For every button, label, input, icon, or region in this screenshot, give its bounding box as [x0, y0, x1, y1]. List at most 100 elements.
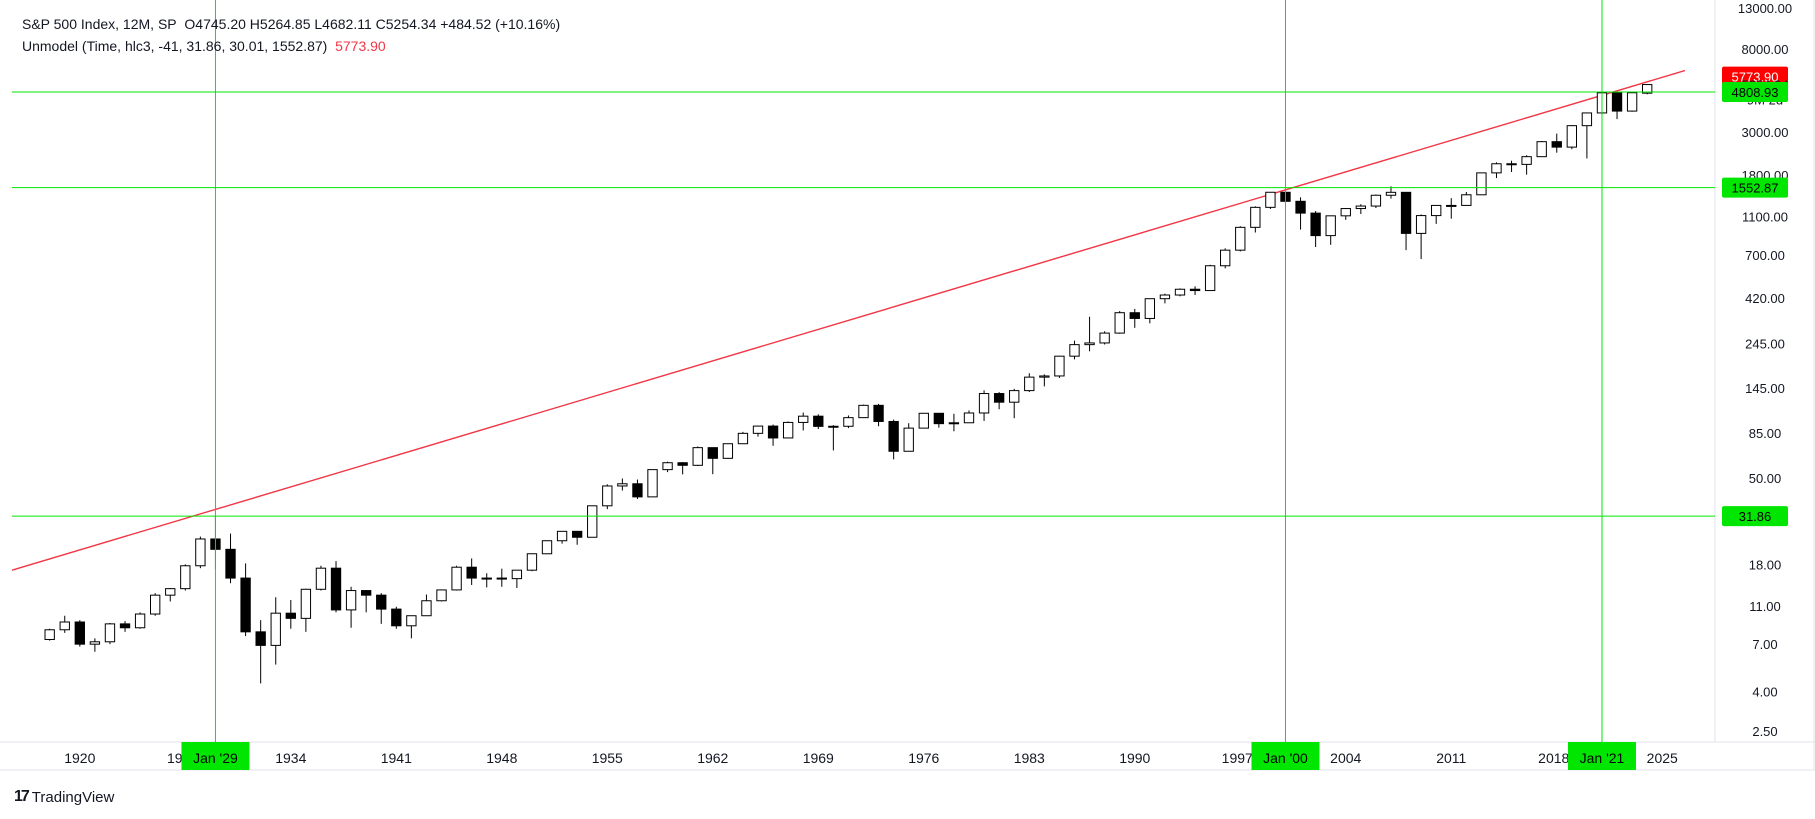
candle[interactable]: [948, 413, 960, 432]
candle[interactable]: [1054, 355, 1065, 378]
candle[interactable]: [858, 404, 869, 419]
candle[interactable]: [1642, 84, 1653, 95]
candle[interactable]: [1024, 373, 1035, 393]
candle[interactable]: [195, 536, 206, 569]
candle[interactable]: [1626, 92, 1638, 112]
candle[interactable]: [1431, 204, 1442, 224]
candle[interactable]: [647, 469, 658, 498]
legend-symbol[interactable]: S&P 500 Index, 12M, SP: [22, 16, 177, 32]
candle[interactable]: [1340, 208, 1351, 220]
candle[interactable]: [255, 620, 266, 684]
candle[interactable]: [978, 390, 990, 421]
candle[interactable]: [421, 594, 432, 617]
candle[interactable]: [1129, 308, 1140, 328]
candle[interactable]: [1235, 226, 1246, 252]
candle[interactable]: [873, 403, 884, 427]
candle[interactable]: [511, 569, 523, 589]
candle[interactable]: [843, 415, 854, 429]
candle[interactable]: [556, 530, 568, 544]
candle[interactable]: [150, 593, 161, 616]
candle[interactable]: [1491, 162, 1502, 179]
candle[interactable]: [1099, 331, 1110, 345]
candle[interactable]: [180, 564, 191, 591]
candle[interactable]: [436, 589, 447, 602]
candle[interactable]: [345, 586, 357, 628]
candle[interactable]: [782, 421, 794, 439]
candle[interactable]: [1039, 374, 1050, 387]
price-badge[interactable]: 4808.93: [1722, 82, 1788, 103]
candle[interactable]: [1159, 293, 1171, 304]
candle[interactable]: [541, 540, 553, 555]
candle[interactable]: [1144, 298, 1156, 324]
candle[interactable]: [1581, 112, 1593, 159]
candle[interactable]: [1506, 160, 1517, 173]
candle[interactable]: [1265, 191, 1276, 209]
candle[interactable]: [737, 431, 749, 445]
candle[interactable]: [933, 412, 945, 428]
candle[interactable]: [74, 620, 85, 647]
candle[interactable]: [406, 615, 417, 639]
candle[interactable]: [707, 447, 718, 475]
candle[interactable]: [89, 638, 101, 652]
candle[interactable]: [1174, 288, 1186, 297]
candle[interactable]: [1521, 155, 1532, 175]
candle[interactable]: [602, 484, 613, 510]
candle[interactable]: [662, 461, 673, 473]
candle[interactable]: [1476, 172, 1487, 196]
candle[interactable]: [526, 553, 538, 572]
candle[interactable]: [798, 412, 809, 431]
candle[interactable]: [225, 533, 236, 584]
candle[interactable]: [571, 530, 583, 545]
candle[interactable]: [481, 573, 492, 588]
unmodel-trend-line[interactable]: [11, 69, 1686, 571]
candle[interactable]: [1009, 388, 1020, 419]
candle[interactable]: [376, 593, 387, 624]
candle[interactable]: [1385, 186, 1397, 199]
candle[interactable]: [617, 478, 628, 491]
candle[interactable]: [391, 606, 402, 629]
candle[interactable]: [1370, 194, 1382, 209]
candle[interactable]: [1536, 141, 1547, 158]
candle[interactable]: [1611, 91, 1623, 120]
candle[interactable]: [330, 561, 342, 613]
candle[interactable]: [451, 565, 462, 591]
legend-symbol-row[interactable]: S&P 500 Index, 12M, SP O4745.20 H5264.85…: [22, 16, 560, 32]
tradingview-brand[interactable]: 17 TradingView: [14, 788, 114, 806]
candle[interactable]: [285, 600, 296, 629]
candle[interactable]: [1069, 340, 1080, 360]
price-badge[interactable]: 31.86: [1722, 506, 1788, 527]
candle[interactable]: [1551, 133, 1562, 153]
candle[interactable]: [466, 558, 477, 585]
candle[interactable]: [888, 419, 899, 460]
candle[interactable]: [918, 412, 929, 429]
price-badge[interactable]: 5773.90: [1722, 66, 1788, 87]
candle[interactable]: [1325, 215, 1336, 245]
candle[interactable]: [270, 597, 281, 665]
candle[interactable]: [993, 392, 1005, 410]
candle[interactable]: [1400, 191, 1412, 251]
candle[interactable]: [496, 568, 507, 587]
candle[interactable]: [587, 505, 598, 538]
price-badge[interactable]: 1552.87: [1722, 177, 1788, 198]
candle[interactable]: [1220, 248, 1231, 269]
candle[interactable]: [903, 423, 914, 452]
candle[interactable]: [1189, 286, 1201, 295]
legend-indicator-row[interactable]: Unmodel (Time, hlc3, -41, 31.86, 30.01, …: [22, 38, 386, 54]
date-badge[interactable]: Jan '21: [1567, 742, 1636, 770]
candle[interactable]: [1204, 264, 1216, 292]
candle[interactable]: [1295, 197, 1306, 230]
candle[interactable]: [240, 563, 251, 637]
legend-indicator[interactable]: Unmodel (Time, hlc3, -41, 31.86, 30.01, …: [22, 38, 328, 54]
candle[interactable]: [1461, 191, 1472, 206]
candle[interactable]: [828, 425, 839, 451]
candle[interactable]: [104, 622, 116, 645]
candle[interactable]: [1415, 214, 1427, 260]
candle[interactable]: [300, 588, 312, 632]
candle[interactable]: [1250, 206, 1261, 233]
candle[interactable]: [1566, 125, 1577, 150]
candle[interactable]: [360, 590, 372, 613]
candle[interactable]: [677, 462, 688, 475]
candle[interactable]: [59, 615, 70, 633]
candle[interactable]: [165, 588, 176, 602]
candle[interactable]: [963, 410, 975, 424]
